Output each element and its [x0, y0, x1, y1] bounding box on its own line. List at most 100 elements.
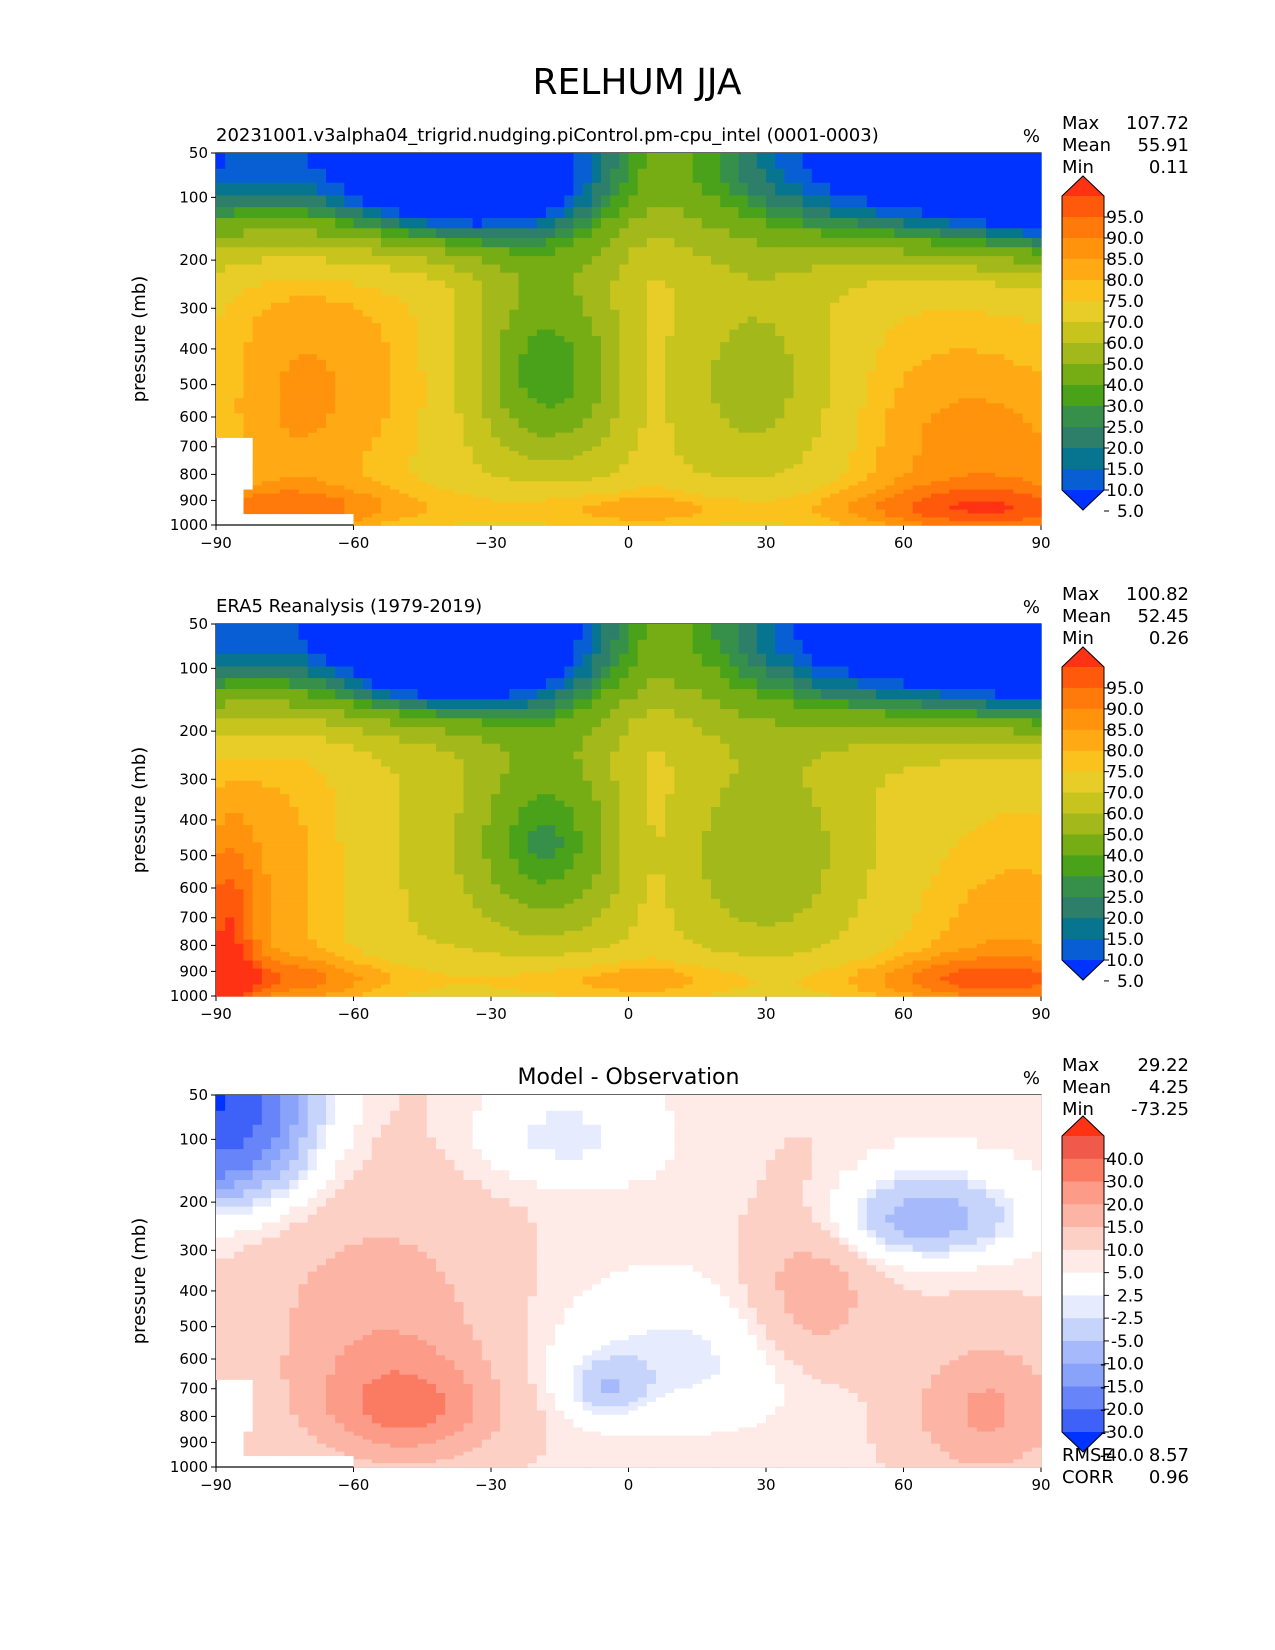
field-cell [1022, 493, 1033, 499]
field-cell [344, 423, 355, 429]
field-cell [619, 501, 630, 507]
field-cell [298, 501, 309, 507]
field-cell [885, 485, 895, 491]
field-cell [491, 455, 501, 461]
field-cell [546, 342, 556, 349]
field-cell [756, 408, 767, 414]
field-cell [298, 468, 309, 474]
field-cell [500, 485, 510, 491]
field-cell [656, 195, 666, 208]
field-cell [839, 195, 850, 208]
field-cell [949, 427, 960, 434]
field-cell [1013, 413, 1024, 419]
field-cell [316, 464, 327, 470]
field-cell [958, 477, 969, 482]
field-cell [353, 472, 364, 478]
field-cell [527, 195, 538, 208]
field-cell [426, 459, 437, 465]
field-cell [344, 464, 355, 470]
field-cell [738, 238, 749, 248]
field-cell [821, 207, 831, 219]
field-cell [839, 354, 850, 361]
field-cell [536, 348, 547, 355]
field-cell [857, 182, 868, 197]
field-cell [601, 413, 611, 419]
field-cell [821, 432, 831, 438]
field-cell [931, 153, 941, 170]
field-cell [628, 354, 639, 361]
field-cell [949, 382, 960, 389]
field-cell [866, 365, 877, 373]
field-cell [793, 423, 804, 429]
field-cell [472, 398, 483, 404]
field-cell [335, 323, 345, 331]
field-cell [234, 376, 245, 383]
field-cell [857, 472, 868, 478]
field-cell [784, 354, 795, 361]
field-cell [1013, 376, 1024, 383]
field-cell [839, 342, 850, 349]
field-cell [491, 387, 501, 394]
field-cell [903, 489, 914, 495]
field-cell [1022, 489, 1033, 495]
field-cell [986, 497, 996, 503]
field-cell [601, 418, 611, 424]
field-cell [949, 247, 960, 257]
field-cell [995, 323, 1005, 331]
field-cell [573, 451, 584, 457]
field-cell [802, 342, 813, 349]
field-cell [445, 459, 455, 465]
field-cell [381, 497, 391, 503]
field-cell [390, 288, 400, 297]
colorbar-swatch [1062, 427, 1104, 449]
field-cell [610, 459, 620, 465]
field-cell [362, 168, 373, 184]
field-cell [976, 302, 987, 311]
field-cell [362, 316, 373, 324]
field-cell [381, 408, 391, 414]
field-cell [472, 360, 483, 367]
field-cell [381, 382, 391, 389]
field-cell [692, 168, 703, 184]
field-cell [408, 247, 419, 257]
field-cell [711, 468, 721, 474]
field-cell [261, 446, 272, 452]
field-cell [426, 280, 437, 289]
field-cell [839, 387, 850, 394]
field-cell [1004, 481, 1015, 487]
field-cell [491, 427, 501, 434]
field-cell [931, 418, 941, 424]
field-cell [802, 455, 813, 461]
field-cell [591, 371, 602, 378]
field-cell [784, 485, 795, 491]
field-cell [866, 441, 877, 448]
field-cell [1013, 207, 1024, 219]
field-cell [546, 371, 556, 378]
field-cell [307, 360, 318, 367]
field-cell [445, 441, 455, 448]
field-cell [463, 272, 474, 282]
field-cell [500, 218, 510, 229]
field-cell [931, 501, 941, 507]
field-cell [463, 323, 474, 331]
field-cell [307, 302, 318, 311]
field-cell [454, 493, 465, 499]
field-cell [692, 382, 703, 389]
field-cell [573, 247, 584, 257]
field-cell [399, 195, 410, 208]
field-cell [656, 451, 666, 457]
field-cell [986, 398, 996, 404]
field-cell [894, 256, 905, 266]
field-cell [527, 360, 538, 367]
field-cell [903, 393, 914, 399]
field-cell [903, 309, 914, 318]
field-cell [711, 335, 721, 343]
field-cell [894, 238, 905, 248]
field-cell [280, 451, 290, 457]
field-cell [967, 256, 978, 266]
field-cell [839, 207, 850, 219]
field-cell [335, 455, 345, 461]
field-cell [564, 316, 575, 324]
field-cell [848, 427, 859, 434]
field-cell [271, 437, 281, 443]
